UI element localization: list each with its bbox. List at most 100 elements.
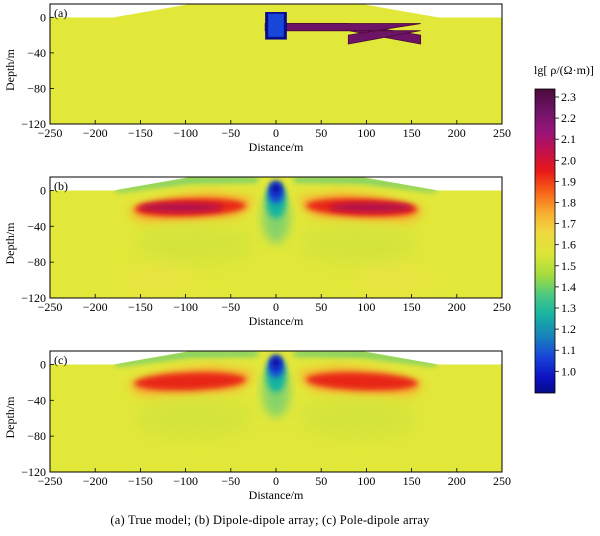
colorbar-tick-label: 2.3: [561, 90, 576, 104]
deep-halo-left: [134, 224, 255, 265]
y-tick-label: −40: [27, 46, 46, 60]
figure-caption: (a) True model; (b) Dipole-dipole array;…: [110, 513, 430, 527]
x-tick-label: 200: [448, 474, 466, 488]
colorbar-tick-label: 2.2: [561, 111, 576, 125]
y-tick-label: −120: [21, 117, 46, 131]
panel-label: (c): [54, 353, 67, 367]
x-tick-label: 0: [273, 126, 279, 140]
x-ticks: −250 −200 −150 −100 −50 0 50 100 150 200 250: [38, 294, 511, 314]
colorbar-bar: [534, 88, 556, 394]
x-tick-label: −200: [83, 474, 108, 488]
x-tick-label: −250: [38, 300, 63, 314]
x-tick-label: −150: [128, 474, 153, 488]
surface-band-left: [113, 351, 258, 367]
x-tick-label: 250: [493, 300, 511, 314]
y-ticks: 0 −40 −80 −120: [21, 357, 54, 479]
y-tick-label: −40: [27, 219, 46, 233]
heatmap-field: [50, 4, 502, 124]
colorbar-tick-label: 1.8: [561, 196, 576, 210]
air-mask: [50, 177, 502, 191]
x-tick-label: −200: [83, 300, 108, 314]
y-tick-label: −80: [27, 81, 46, 95]
x-tick-label: −150: [128, 300, 153, 314]
x-tick-label: 200: [448, 126, 466, 140]
deep-halo-bottom-left: [118, 268, 199, 293]
y-axis-label: Depth/m: [3, 396, 17, 439]
x-axis-label: Distance/m: [249, 314, 304, 328]
y-tick-label: −80: [27, 255, 46, 269]
x-axis-label: Distance/m: [249, 488, 304, 502]
anomaly-core-left: [134, 372, 247, 391]
panel-a: (a) −250 −200 −150 −100 −50 0 50 100 150 200 250 0 −4…: [3, 3, 511, 154]
x-tick-label: −250: [38, 126, 63, 140]
colorbar-tick-label: 1.1: [561, 343, 576, 357]
surface-band-left: [113, 177, 258, 193]
air-mask: [50, 351, 502, 365]
colorbar-tick-label: 1.6: [561, 238, 576, 252]
x-tick-label: −50: [221, 300, 240, 314]
anomaly-peak-left: [139, 202, 224, 212]
x-tick-label: 100: [357, 126, 375, 140]
x-tick-label: 50: [315, 126, 327, 140]
x-tick-label: 0: [273, 474, 279, 488]
x-tick-label: 200: [448, 300, 466, 314]
x-tick-label: 150: [403, 126, 421, 140]
x-tick-label: 100: [357, 474, 375, 488]
heatmap-field: [50, 351, 502, 472]
x-tick-label: −50: [221, 474, 240, 488]
colorbar-tick-label: 1.0: [561, 364, 576, 378]
panel-c: (c) −250 −200 −150 −100 −50 0 50 100 150 200 250 0 −4…: [3, 350, 511, 502]
x-tick-label: −50: [221, 126, 240, 140]
colorbar-label: lg[ ρ/(Ω·m)]: [534, 63, 594, 77]
x-tick-label: 0: [273, 300, 279, 314]
colorbar-tick-label: 2.0: [561, 153, 576, 167]
anomaly-peak-right: [328, 202, 413, 212]
conductor-peak: [271, 182, 281, 195]
x-tick-label: −100: [173, 126, 198, 140]
colorbar-tick-label: 1.2: [561, 322, 576, 336]
x-axis-label: Distance/m: [249, 140, 304, 154]
panel-label: (a): [54, 6, 67, 20]
deep-halo-bottom-right: [353, 268, 434, 293]
x-tick-label: −150: [128, 126, 153, 140]
y-tick-label: 0: [40, 10, 46, 24]
air-mask: [50, 4, 502, 18]
colorbar-tick-label: 1.7: [561, 217, 576, 231]
colorbar-ticks: 2.3 2.2 2.1 2.0 1.9 1.8 1.7 1.6 1.5 1.4 1.3 1.2 1.1 1…: [555, 90, 576, 378]
colorbar-tick-label: 1.3: [561, 301, 576, 315]
colorbar: lg[ ρ/(Ω·m)] 2.3 2.2 2.1 2.0 1.9 1.8 1.7 1.6 1.5…: [534, 63, 594, 394]
y-tick-label: −40: [27, 393, 46, 407]
y-tick-label: −80: [27, 429, 46, 443]
anomaly-core-right: [305, 372, 418, 391]
deep-halo-right: [297, 398, 418, 439]
deep-halo-left: [134, 398, 255, 439]
x-tick-label: 250: [493, 474, 511, 488]
panels: (a) −250 −200 −150 −100 −50 0 50 100 150 200 250 0 −4…: [3, 3, 511, 502]
x-ticks: −250 −200 −150 −100 −50 0 50 100 150 200 250: [38, 468, 511, 488]
x-tick-label: −100: [173, 300, 198, 314]
surface-band-right: [294, 177, 439, 193]
surface-band-right: [294, 351, 439, 367]
x-tick-label: 250: [493, 126, 511, 140]
y-tick-label: −120: [21, 465, 46, 479]
y-tick-label: 0: [40, 183, 46, 197]
panel-label: (b): [54, 179, 68, 193]
conductor-peak: [271, 356, 281, 369]
y-ticks: 0 −40 −80 −120: [21, 10, 54, 131]
x-tick-label: −200: [83, 126, 108, 140]
y-axis-label: Depth/m: [3, 222, 17, 265]
panel-b: (b) −250 −200 −150 −100 −50 0 50 100 150 200 250 0 −4…: [3, 176, 511, 328]
x-ticks: −250 −200 −150 −100 −50 0 50 100 150 200 250: [38, 120, 511, 140]
y-tick-label: 0: [40, 357, 46, 371]
y-ticks: 0 −40 −80 −120: [21, 183, 54, 305]
colorbar-tick-label: 1.9: [561, 174, 576, 188]
colorbar-tick-label: 1.5: [561, 259, 576, 273]
x-tick-label: 50: [315, 300, 327, 314]
y-axis-label: Depth/m: [3, 48, 17, 91]
deep-halo-right: [297, 224, 418, 265]
x-tick-label: 150: [403, 474, 421, 488]
x-tick-label: −250: [38, 474, 63, 488]
conductive-block-core: [268, 13, 284, 37]
x-tick-label: 150: [403, 300, 421, 314]
